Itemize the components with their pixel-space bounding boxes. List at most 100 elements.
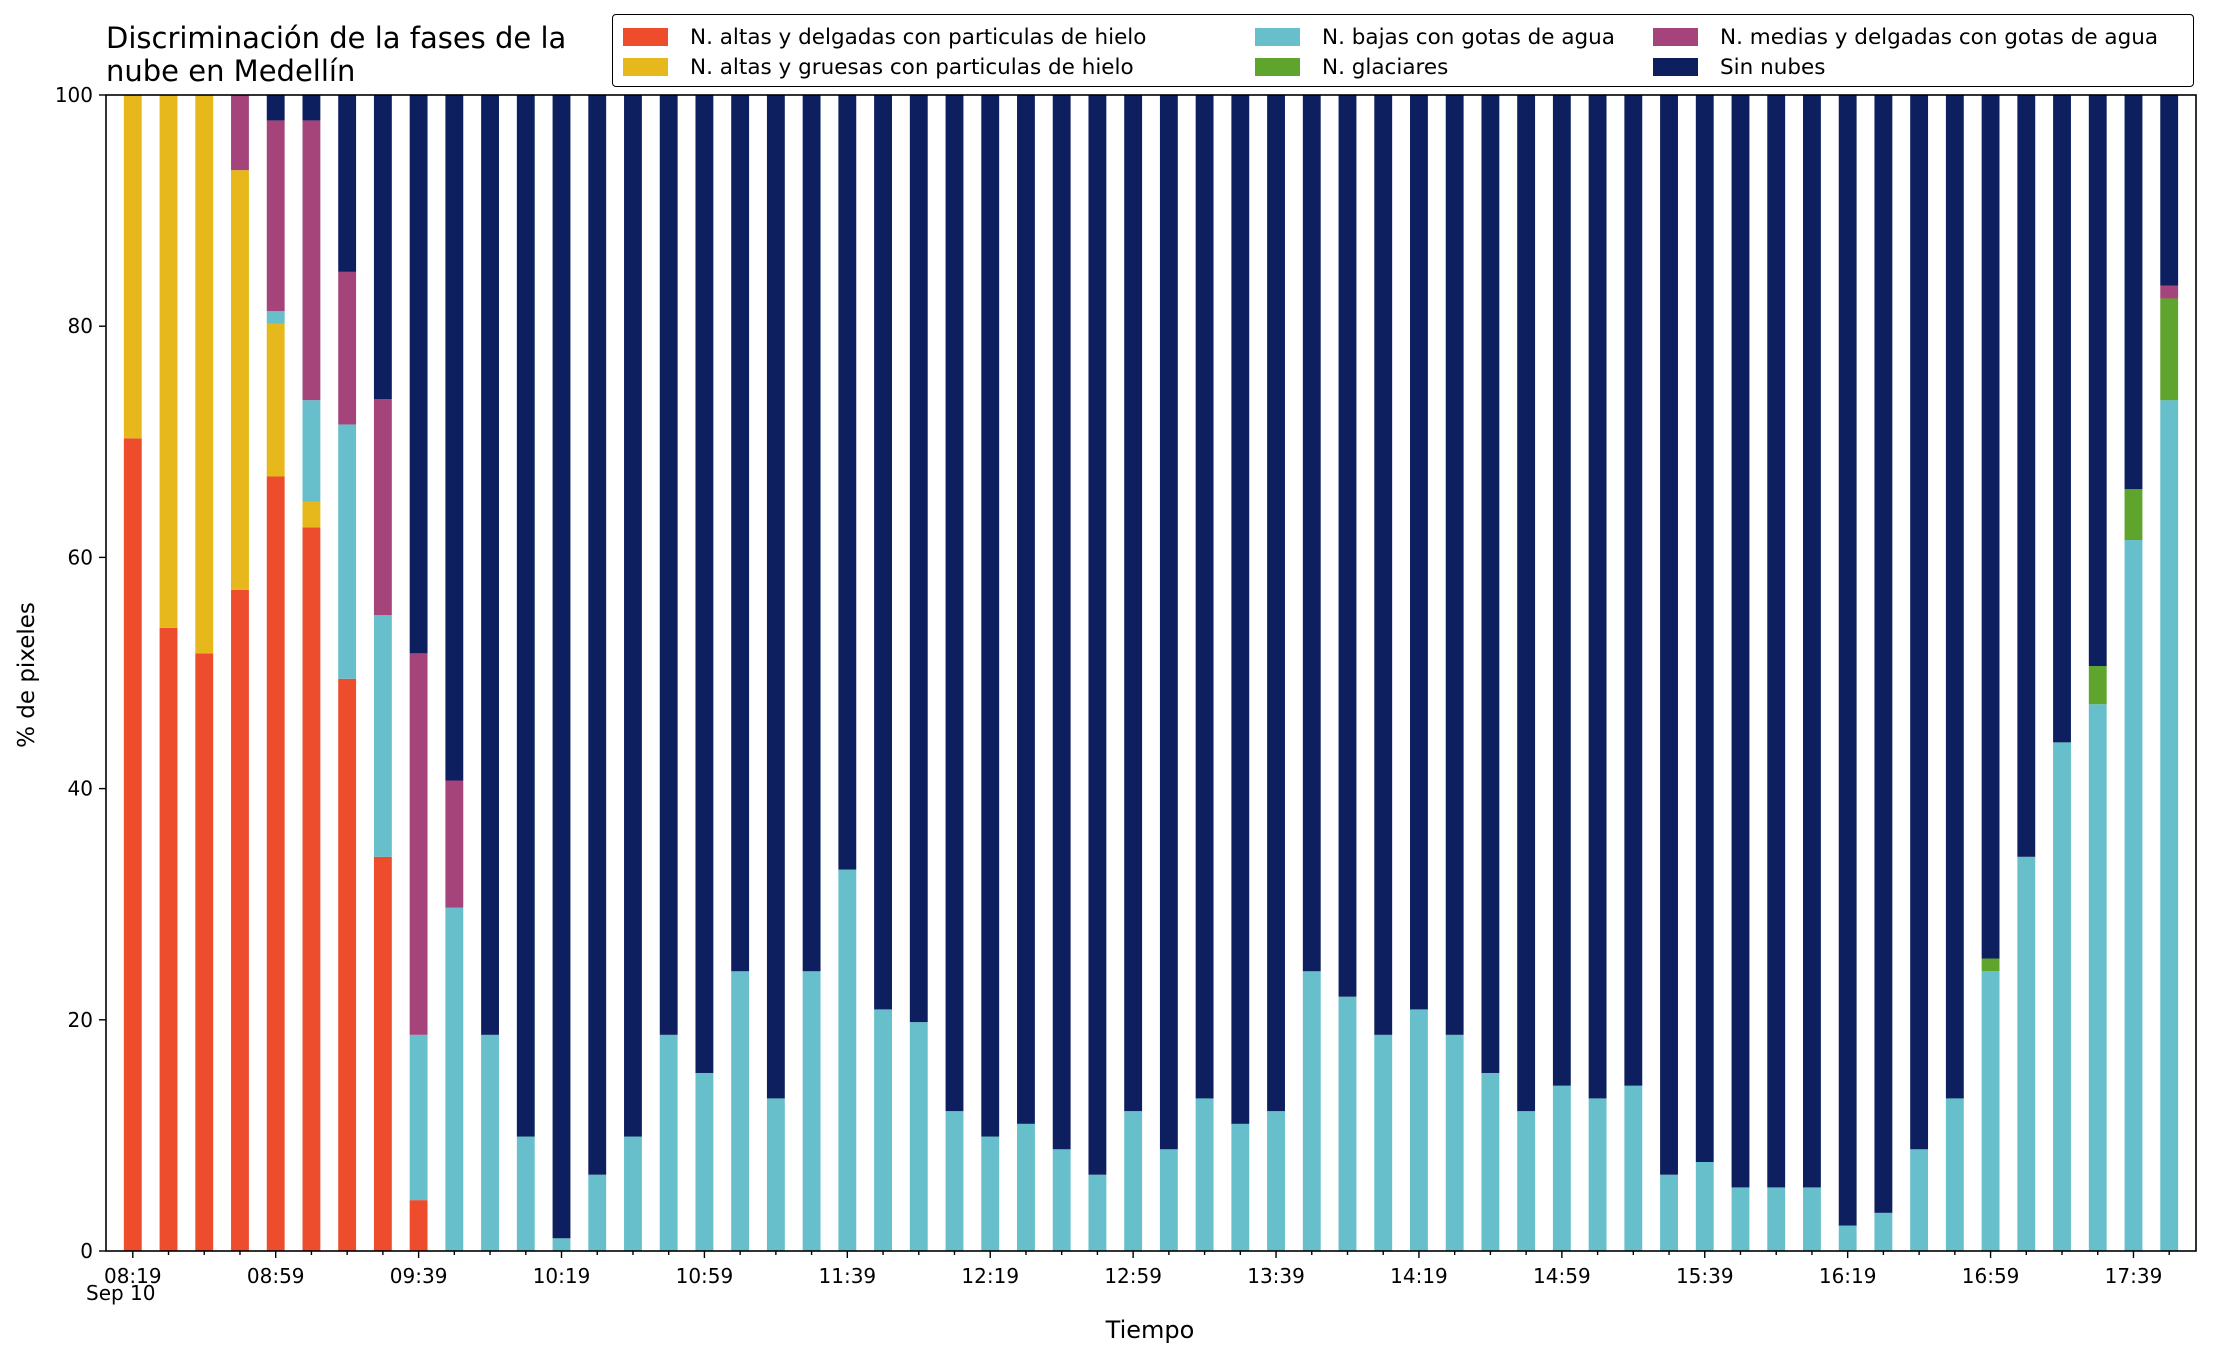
bar-segment <box>1302 95 1321 972</box>
bar-segment <box>1338 996 1357 1251</box>
bar-segment <box>302 527 321 1251</box>
legend-item-sin-nubes: Sin nubes <box>1653 54 1825 80</box>
bar-segment <box>838 869 857 1251</box>
bar-segment <box>1231 1123 1250 1251</box>
bar-segment <box>231 589 249 1251</box>
bar-segment <box>766 95 785 1099</box>
bar-segment <box>1017 95 1035 1124</box>
legend-swatch <box>1653 28 1698 46</box>
legend-item-medias: N. medias y delgadas con gotas de agua <box>1653 24 2158 50</box>
bar-segment <box>1445 1034 1464 1251</box>
bar-segment <box>909 1022 928 1251</box>
x-tick-label: 10:19 <box>533 1264 591 1288</box>
x-tick-label: 12:19 <box>961 1264 1019 1288</box>
y-tick-label: 80 <box>68 314 93 338</box>
bar-segment <box>1803 1187 1821 1251</box>
y-tick-label: 40 <box>68 777 93 801</box>
x-tick-label: 12:59 <box>1104 1264 1162 1288</box>
bar-segment <box>552 95 571 1239</box>
bar-segment <box>1052 1149 1071 1251</box>
bar-segment <box>1267 95 1285 1112</box>
bar-segment <box>1445 95 1464 1035</box>
bar-segment <box>909 95 928 1023</box>
bar-segment <box>1124 1111 1143 1251</box>
bar-segment <box>373 399 392 616</box>
legend-swatch <box>1255 58 1300 76</box>
bar-segment <box>409 653 428 1035</box>
bar-segment <box>1695 95 1714 1162</box>
x-tick-label: 11:39 <box>819 1264 877 1288</box>
chart-title: Discriminación de la fases de la nube en… <box>106 22 626 88</box>
bar-segment <box>731 95 750 972</box>
bar-segment <box>624 1136 642 1251</box>
legend-label: N. altas y delgadas con particulas de hi… <box>690 24 1147 50</box>
bar-segment <box>1767 1187 1786 1251</box>
bar-segment <box>659 95 678 1035</box>
bar-segment <box>874 1009 892 1251</box>
bar-segment <box>1195 95 1214 1099</box>
bar-segment <box>981 95 1000 1137</box>
bar-segment <box>2053 742 2071 1251</box>
bar-segment <box>1624 1085 1643 1251</box>
bar-segment <box>2088 666 2107 705</box>
bar-segment <box>981 1136 1000 1251</box>
bar-segment <box>1767 95 1786 1188</box>
bar-segment <box>302 400 321 502</box>
bar-segment <box>731 971 750 1251</box>
bar-segment <box>302 501 321 528</box>
bar-segment <box>409 95 428 654</box>
x-tick-label: 09:39 <box>390 1264 448 1288</box>
bar-segment <box>373 856 392 1251</box>
bar-segment <box>1195 1098 1214 1251</box>
bar-segment <box>1374 1034 1393 1251</box>
bar-segment <box>802 971 821 1251</box>
bar-segment <box>2160 298 2179 401</box>
x-axis-label: Tiempo <box>1105 1316 1195 1344</box>
bar-segment <box>2160 285 2179 299</box>
bar-segment <box>1660 95 1678 1175</box>
bar-segment <box>2160 95 2179 286</box>
y-tick-label: 20 <box>68 1008 93 1032</box>
bar-segment <box>1588 95 1607 1099</box>
bar-segment <box>159 627 178 1251</box>
x-tick-label: 08:19 <box>104 1264 162 1288</box>
bar-segment <box>1981 971 2000 1251</box>
legend-label: N. medias y delgadas con gotas de agua <box>1720 24 2159 50</box>
legend-item-altas-delgadas: N. altas y delgadas con particulas de hi… <box>623 24 1146 50</box>
bar-segment <box>266 120 285 312</box>
legend-item-bajas: N. bajas con gotas de agua <box>1255 24 1615 50</box>
bar-segment <box>1481 95 1500 1073</box>
bar-segment <box>159 95 178 628</box>
bar-segment <box>1874 95 1893 1213</box>
bar-segment <box>338 424 357 679</box>
bar-segment <box>1945 1098 1964 1251</box>
bar-segment <box>302 120 321 401</box>
bar-segment <box>552 1238 571 1251</box>
bar-segment <box>588 1174 607 1251</box>
legend-item-glaciares: N. glaciares <box>1255 54 1448 80</box>
bar-segment <box>266 476 285 1252</box>
bar-segment <box>1981 95 2000 959</box>
bar-segment <box>1517 95 1536 1112</box>
y-axis-label: % de pixeles <box>14 602 40 748</box>
bar-segment <box>1481 1072 1500 1251</box>
bar-segment <box>874 95 892 1010</box>
bar-segment <box>695 1072 714 1251</box>
bar-segment <box>945 1111 964 1251</box>
bar-segment <box>338 271 357 425</box>
bar-segment <box>338 95 357 272</box>
bar-segment <box>1552 1085 1571 1251</box>
bar-segment <box>195 653 214 1251</box>
bar-segment <box>659 1034 678 1251</box>
bar-segment <box>1874 1212 1893 1251</box>
x-tick-label: 17:39 <box>2105 1264 2163 1288</box>
bar-segment <box>1302 971 1321 1251</box>
x-tick-label: 16:59 <box>1962 1264 2020 1288</box>
bar-segment <box>1695 1161 1714 1251</box>
bar-segment <box>409 1034 428 1201</box>
x-axis-date-label: Sep 10 <box>86 1281 156 1305</box>
x-tick-label: 14:59 <box>1533 1264 1591 1288</box>
bar-segment <box>1624 95 1643 1086</box>
bar-segment <box>1231 95 1250 1124</box>
bar-segment <box>1124 95 1143 1112</box>
